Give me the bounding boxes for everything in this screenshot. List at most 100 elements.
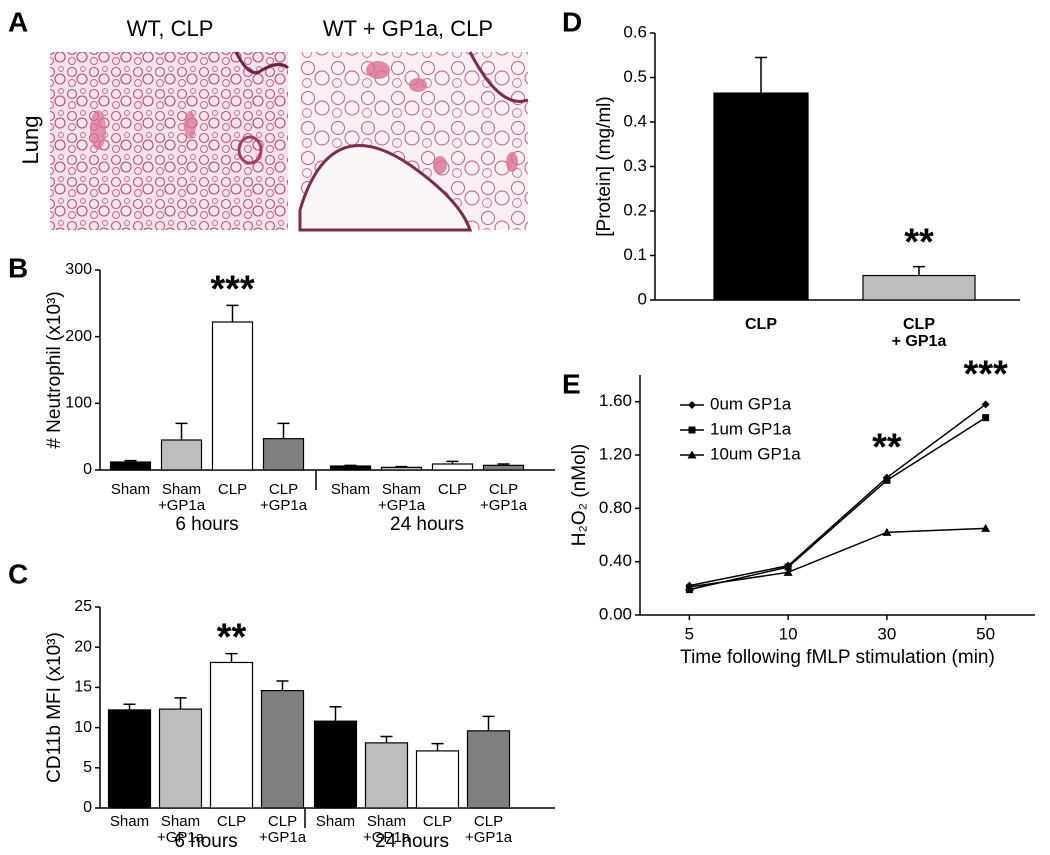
airway — [298, 143, 473, 232]
error-bar — [482, 715, 495, 731]
significance: *** — [210, 268, 255, 310]
x-tick-label: CLP +GP1a — [259, 813, 307, 846]
y-tick-label: 1.20 — [599, 444, 632, 463]
x-tick-label: Sham +GP1a — [363, 813, 411, 846]
bar — [262, 438, 305, 471]
error-bar — [124, 459, 137, 462]
error-bar — [276, 680, 289, 691]
x-tick-label: CLP + GP1a — [892, 316, 947, 350]
panel-letter: B — [8, 252, 28, 283]
bar — [415, 750, 460, 809]
error-bar — [497, 463, 510, 466]
y-tick-label: 300 — [65, 261, 92, 278]
panel-a: A WT, CLP WT + GP1a, CLP Lung — [8, 6, 529, 232]
error-bar — [226, 304, 239, 322]
data-point — [981, 400, 990, 409]
legend-marker — [688, 426, 696, 434]
legend-label: 1um GP1a — [710, 419, 792, 438]
tissue-label: Lung — [18, 116, 43, 165]
bar — [107, 709, 152, 809]
bar — [482, 464, 525, 471]
y-tick-label: 5 — [83, 759, 92, 776]
error-bar — [446, 460, 459, 464]
x-tick-label: CLP +GP1a — [260, 481, 308, 514]
bar — [313, 720, 358, 809]
bar — [158, 708, 203, 809]
vessel — [506, 152, 518, 172]
data-point — [783, 567, 793, 576]
y-tick-label: 0.00 — [599, 604, 632, 623]
bar — [862, 274, 976, 301]
vessel — [433, 156, 447, 174]
series-line — [689, 527, 986, 588]
bar — [209, 661, 254, 809]
panel-letter: E — [562, 368, 581, 399]
series-line — [689, 403, 987, 587]
y-tick-label: 0.40 — [599, 551, 632, 570]
series-line — [689, 417, 987, 591]
error-bar — [395, 465, 408, 468]
group-label: 24 hours — [390, 514, 464, 535]
bar — [431, 463, 474, 471]
bar — [364, 742, 409, 809]
significance: *** — [963, 353, 1008, 395]
airway — [234, 51, 290, 75]
y-tick-label: 0.4 — [623, 111, 647, 130]
x-tick-label: Sham +GP1a — [158, 481, 206, 514]
error-bar — [431, 742, 444, 751]
x-axis-label: Time following fMLP stimulation (min) — [680, 647, 995, 668]
airway — [468, 51, 529, 103]
data-point — [784, 563, 792, 571]
x-tick-label: 5 — [685, 624, 694, 643]
bar — [380, 466, 423, 471]
x-tick-label: CLP — [438, 481, 467, 498]
legend-marker — [687, 450, 697, 459]
x-tick-label: CLP — [218, 481, 247, 498]
error-bar — [123, 703, 136, 710]
data-point — [981, 523, 991, 532]
y-tick-label: 0.5 — [623, 67, 647, 86]
y-tick-label: 0 — [83, 799, 92, 816]
significance: ** — [872, 427, 902, 469]
y-tick-label: 0.6 — [623, 22, 647, 41]
x-tick-label: 30 — [877, 624, 896, 643]
data-point — [882, 527, 892, 536]
error-bar — [344, 464, 357, 467]
legend-marker — [688, 401, 696, 409]
y-tick-label: 0 — [638, 289, 647, 308]
group-label: 6 hours — [174, 831, 237, 852]
x-tick-label: Sham — [110, 813, 149, 830]
y-axis-label: [Protein] (mg/ml) — [594, 96, 615, 236]
y-tick-label: 0.1 — [623, 245, 647, 264]
group-label: 24 hours — [375, 831, 449, 852]
error-bar — [225, 652, 238, 663]
error-bar — [174, 697, 187, 710]
panel-letter: C — [8, 558, 28, 589]
error-bar — [175, 422, 188, 440]
panel-letter: A — [8, 6, 28, 37]
x-tick-label: CLP +GP1a — [465, 813, 513, 846]
y-tick-label: 20 — [74, 638, 92, 655]
x-tick-label: Sham +GP1a — [157, 813, 205, 846]
image-title: WT + GP1a, CLP — [323, 16, 493, 41]
y-tick-label: 0 — [83, 461, 92, 478]
x-tick-label: CLP — [423, 813, 452, 830]
legend-label: 0um GP1a — [710, 394, 792, 413]
y-tick-label: 100 — [65, 395, 92, 412]
vessel — [366, 61, 390, 79]
histology-image — [50, 52, 288, 230]
y-tick-label: 10 — [74, 719, 92, 736]
y-tick-label: 0.3 — [623, 156, 647, 175]
significance: ** — [904, 222, 934, 264]
vessel — [184, 111, 196, 139]
error-bar — [913, 265, 925, 276]
y-tick-label: 0.2 — [623, 200, 647, 219]
vessel — [237, 135, 263, 165]
y-tick-label: 0.80 — [599, 498, 632, 517]
y-tick-label: 25 — [74, 598, 92, 615]
data-point — [883, 476, 891, 484]
x-tick-label: CLP — [217, 813, 246, 830]
legend-label: 10um GP1a — [710, 444, 801, 463]
y-axis-label: CD11b MFI (x10³) — [44, 632, 65, 783]
